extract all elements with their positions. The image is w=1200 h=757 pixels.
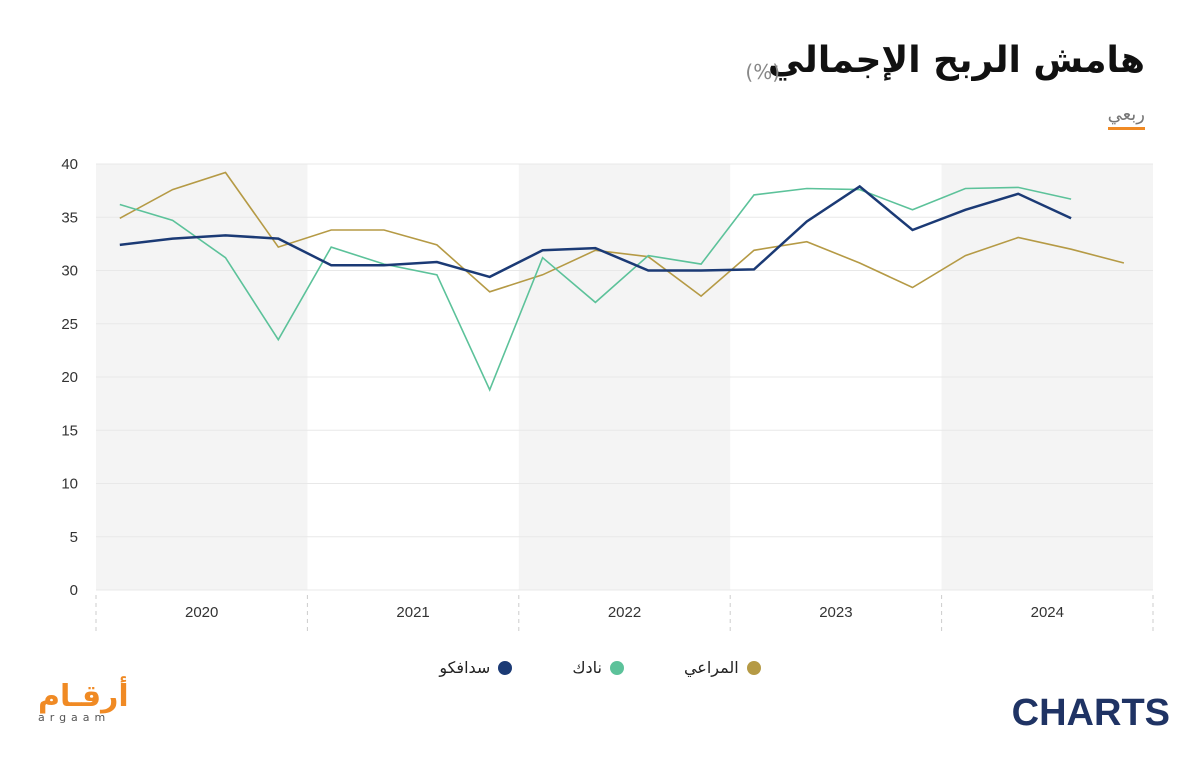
brand-latin: argaam: [38, 711, 111, 724]
legend-swatch: [746, 660, 761, 675]
y-tick-label: 30: [61, 263, 78, 280]
legend-item[interactable]: سدافكو: [439, 658, 513, 677]
x-tick-label: 2024: [1031, 604, 1064, 621]
period-tab[interactable]: ربعي: [1107, 104, 1145, 130]
x-tick-label: 2020: [185, 604, 218, 621]
legend-swatch: [498, 660, 513, 675]
y-tick-label: 5: [70, 529, 78, 546]
title: هامش الربح الإجمالي: [767, 40, 1145, 81]
x-tick-label: 2023: [819, 604, 852, 621]
x-tick-label: 2022: [608, 604, 641, 621]
legend-label: نادك: [572, 658, 602, 677]
series-line: [119, 184, 1072, 279]
legend-item[interactable]: المراعي: [684, 658, 761, 677]
legend-swatch: [609, 660, 624, 675]
y-tick-label: 0: [70, 582, 78, 599]
chart: 2020 2021 2022 2023 2024 0 5 10 15 20 25 30 35 40: [61, 156, 1154, 632]
y-tick-label: 10: [61, 476, 78, 493]
series-line: [119, 186, 1072, 392]
y-tick-label: 40: [61, 156, 78, 173]
y-tick-label: 35: [61, 209, 78, 226]
y-tick-label: 20: [61, 369, 78, 386]
legend-label: سدافكو: [439, 658, 491, 677]
logo-argaam: أرقـام argaam: [38, 682, 129, 724]
legend: المراعي نادك سدافكو: [0, 658, 1200, 677]
unit: (%): [745, 60, 780, 84]
legend-label: المراعي: [683, 658, 739, 677]
legend-item[interactable]: نادك: [572, 658, 624, 677]
x-tick-label: 2021: [396, 604, 429, 621]
y-tick-label: 25: [61, 316, 78, 333]
y-tick-label: 15: [61, 422, 78, 439]
logo-charts: CHARTS: [1011, 692, 1170, 734]
brand: أرقـام: [38, 679, 129, 714]
